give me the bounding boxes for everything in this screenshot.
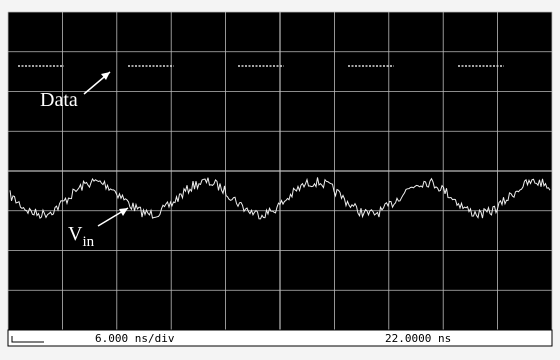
- position: 22.0000 ns: [385, 332, 451, 345]
- vin-main: V: [68, 223, 83, 245]
- timebase: 6.000 ns/div: [95, 332, 175, 345]
- scope-screenshot: Data Vin 6.000 ns/div 22.0000 ns: [0, 0, 560, 360]
- status-bar: [8, 330, 552, 346]
- data-label: Data: [40, 89, 78, 111]
- vin-sub: in: [82, 234, 94, 250]
